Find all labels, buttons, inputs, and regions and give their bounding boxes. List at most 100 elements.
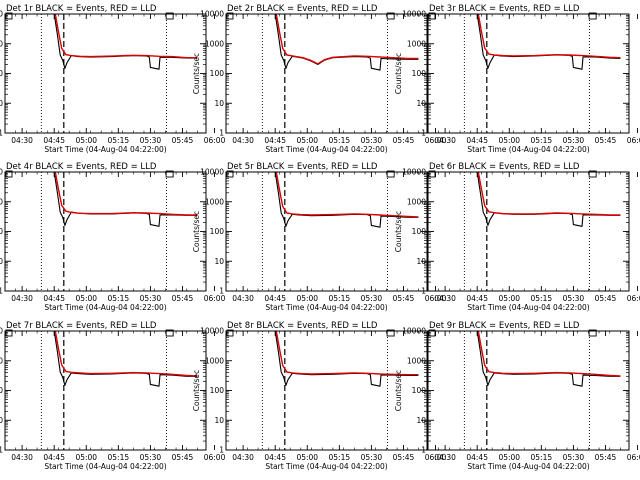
y-axis-label: Counts/sec [192,53,201,94]
top-square-marker [386,170,395,178]
y-tick-label: 10000 [402,10,426,19]
x-tick-label: 06:00 [425,136,447,145]
x-tick-label: 04:30 [11,136,33,145]
y-tick-label: 1 [0,446,3,455]
detector-panel-2: Det 2r BLACK = Events, RED = LLD11010010… [192,4,447,154]
x-tick-label: 04:30 [434,453,456,462]
corner-square-marker [5,329,13,337]
series-line-lld [275,172,419,218]
series-line-events [476,14,621,70]
y-axis-label: Counts/sec [192,211,201,252]
panel-title: Det 5r BLACK = Events, RED = LLD [227,162,378,172]
y-tick-label: 1000 [205,39,224,48]
series-group [274,14,419,71]
x-tick-label: 04:30 [11,453,33,462]
x-tick-label: 05:45 [393,136,415,145]
x-tick-label: 05:45 [595,453,617,462]
y-tick-label: 1000 [205,356,224,365]
y-tick-label: 10 [0,257,3,266]
panel-title: Det 6r BLACK = Events, RED = LLD [429,162,580,172]
x-tick-label: 04:30 [434,294,456,303]
x-tick-label: 05:45 [595,294,617,303]
x-tick-label: 04:45 [466,136,488,145]
x-tick-label: 05:00 [498,136,520,145]
x-tick-label: 04:45 [43,453,65,462]
x-axis-label: Start Time (04-Aug-04 04:22:00) [44,145,166,154]
detector-panel-7: Det 7r BLACK = Events, RED = LLD 1 10 100 10… [0,321,226,471]
y-tick-label: 1000 [0,39,3,48]
x-tick-label: 05:30 [140,136,162,145]
x-tick-label: 04:45 [43,136,65,145]
y-tick-label: 10 [214,257,224,266]
y-tick-label: 100 [0,69,3,78]
series-line-lld [54,331,198,377]
x-tick-label: 06:00 [425,294,447,303]
y-tick-label: 10000 [402,168,426,177]
y-tick-label: 1 [219,287,224,296]
x-tick-label: 05:15 [108,136,130,145]
series-line-lld [477,14,621,59]
y-tick-label: 10 [214,99,224,108]
x-tick-label: 06:00 [627,136,640,145]
x-tick-label: 06:00 [204,453,226,462]
x-tick-label: 04:30 [232,294,254,303]
x-tick-label: 05:45 [393,294,415,303]
top-square-marker [165,12,174,20]
x-tick-label: 06:00 [204,136,226,145]
series-line-events [53,172,198,227]
series-line-lld [275,331,419,376]
x-tick-label: 05:15 [108,453,130,462]
x-tick-label: 05:30 [361,294,383,303]
series-line-lld [275,14,419,65]
x-tick-label: 05:00 [75,453,97,462]
x-tick-label: 05:30 [140,294,162,303]
x-tick-label: 04:45 [264,453,286,462]
y-tick-label: 1000 [205,197,224,206]
y-tick-label: 100 [0,386,3,395]
x-axis-label: Start Time (04-Aug-04 04:22:00) [44,462,166,471]
x-tick-label: 05:00 [296,453,318,462]
y-tick-label: 1 [219,129,224,138]
corner-square-marker [226,12,234,20]
x-tick-label: 05:30 [361,453,383,462]
x-axis-label: Start Time (04-Aug-04 04:22:00) [467,145,589,154]
x-tick-label: 06:00 [425,453,447,462]
y-tick-label: 100 [412,386,427,395]
y-tick-label: 10000 [0,168,3,177]
series-group [274,331,419,387]
panel-title: Det 4r BLACK = Events, RED = LLD [6,162,157,172]
x-tick-label: 05:45 [172,294,194,303]
panel-title: Det 8r BLACK = Events, RED = LLD [227,321,378,331]
x-axis-label: Start Time (04-Aug-04 04:22:00) [265,145,387,154]
x-tick-label: 04:30 [434,136,456,145]
x-tick-label: 04:45 [264,136,286,145]
y-tick-label: 100 [210,386,225,395]
x-tick-label: 04:30 [232,453,254,462]
x-tick-label: 04:30 [232,136,254,145]
panel-title: Det 9r BLACK = Events, RED = LLD [429,321,580,331]
panel-title: Det 2r BLACK = Events, RED = LLD [227,4,378,14]
y-tick-label: 1000 [0,356,3,365]
x-tick-label: 05:15 [329,453,351,462]
top-square-marker [588,329,597,337]
y-tick-label: 1 [0,129,3,138]
plot-frame [427,13,630,134]
top-square-marker [588,170,597,178]
x-tick-label: 05:30 [563,453,585,462]
detector-panel-8: Det 8r BLACK = Events, RED = LLD11010010… [192,321,447,471]
series-line-events [476,331,621,387]
x-tick-label: 05:45 [393,453,415,462]
top-square-marker [386,329,395,337]
y-tick-label: 10 [416,416,426,425]
top-square-marker [588,12,597,20]
series-line-lld [477,172,621,216]
x-axis-label: Start Time (04-Aug-04 04:22:00) [467,303,589,312]
x-tick-label: 05:00 [498,453,520,462]
series-group [476,172,621,227]
series-line-lld [477,331,621,377]
y-axis-label: Counts/sec [394,211,403,252]
panel-title: Det 7r BLACK = Events, RED = LLD [6,321,157,331]
series-group [274,172,419,228]
y-tick-label: 10 [214,416,224,425]
x-tick-label: 04:45 [43,294,65,303]
